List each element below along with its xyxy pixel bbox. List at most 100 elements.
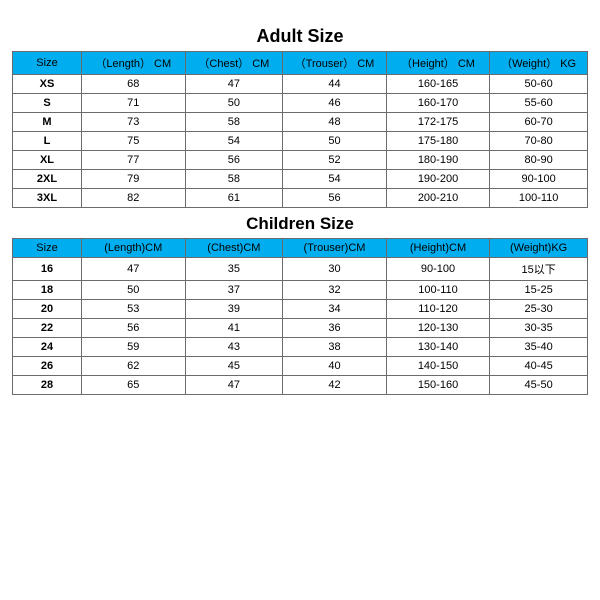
table-row: 24 59 43 38 130-140 35-40 [13,338,588,357]
children-cell-size: 20 [13,300,82,319]
children-cell: 45-50 [490,376,588,395]
adult-cell: 180-190 [386,151,490,170]
adult-cell: 190-200 [386,170,490,189]
children-cell: 43 [185,338,283,357]
adult-cell: 47 [185,75,283,94]
adult-cell: 54 [283,170,387,189]
children-cell: 110-120 [386,300,490,319]
adult-cell: 79 [82,170,186,189]
children-cell: 38 [283,338,387,357]
children-cell: 47 [185,376,283,395]
adult-header-chest: （Chest） CM [185,52,283,75]
adult-cell: 90-100 [490,170,588,189]
adult-cell: 46 [283,94,387,113]
children-cell: 15-25 [490,281,588,300]
adult-cell: 58 [185,113,283,132]
adult-header-size: Size [13,52,82,75]
children-cell: 45 [185,357,283,376]
adult-size-table: Size （Length） CM （Chest） CM （Trouser） CM… [12,51,588,208]
adult-cell: 44 [283,75,387,94]
children-cell: 90-100 [386,258,490,281]
children-header-height: (Height)CM [386,239,490,258]
adult-header-row: Size （Length） CM （Chest） CM （Trouser） CM… [13,52,588,75]
adult-cell: 75 [82,132,186,151]
adult-cell: 68 [82,75,186,94]
adult-cell: 50 [185,94,283,113]
table-row: 22 56 41 36 120-130 30-35 [13,319,588,338]
children-cell: 120-130 [386,319,490,338]
adult-header-length: （Length） CM [82,52,186,75]
table-row: XS 68 47 44 160-165 50-60 [13,75,588,94]
adult-header-weight: （Weight） KG [490,52,588,75]
table-row: 18 50 37 32 100-110 15-25 [13,281,588,300]
children-title: Children Size [12,214,588,234]
adult-cell-size: XS [13,75,82,94]
children-cell: 56 [82,319,186,338]
adult-cell: 58 [185,170,283,189]
children-cell: 37 [185,281,283,300]
adult-cell: 175-180 [386,132,490,151]
adult-cell: 70-80 [490,132,588,151]
children-cell: 30 [283,258,387,281]
adult-cell: 54 [185,132,283,151]
children-cell: 35-40 [490,338,588,357]
adult-cell: 55-60 [490,94,588,113]
table-row: 3XL 82 61 56 200-210 100-110 [13,189,588,208]
children-cell: 47 [82,258,186,281]
adult-cell: 48 [283,113,387,132]
children-cell: 62 [82,357,186,376]
adult-cell: 50 [283,132,387,151]
children-size-table: Size (Length)CM (Chest)CM (Trouser)CM (H… [12,238,588,395]
children-cell-size: 18 [13,281,82,300]
children-cell: 50 [82,281,186,300]
children-cell-size: 24 [13,338,82,357]
children-cell: 150-160 [386,376,490,395]
children-cell: 35 [185,258,283,281]
children-header-weight: (Weight)KG [490,239,588,258]
children-cell: 140-150 [386,357,490,376]
children-cell: 53 [82,300,186,319]
table-row: 26 62 45 40 140-150 40-45 [13,357,588,376]
adult-cell: 200-210 [386,189,490,208]
adult-header-trouser: （Trouser） CM [283,52,387,75]
adult-cell: 100-110 [490,189,588,208]
adult-title: Adult Size [12,26,588,47]
adult-cell: 71 [82,94,186,113]
adult-cell: 56 [283,189,387,208]
table-row: 28 65 47 42 150-160 45-50 [13,376,588,395]
children-cell: 32 [283,281,387,300]
children-cell-size: 26 [13,357,82,376]
adult-cell: 80-90 [490,151,588,170]
children-header-trouser: (Trouser)CM [283,239,387,258]
children-header-chest: (Chest)CM [185,239,283,258]
adult-body: XS 68 47 44 160-165 50-60 S 71 50 46 160… [13,75,588,208]
adult-cell: 60-70 [490,113,588,132]
adult-cell: 50-60 [490,75,588,94]
children-cell: 100-110 [386,281,490,300]
table-row: M 73 58 48 172-175 60-70 [13,113,588,132]
children-cell: 30-35 [490,319,588,338]
children-cell: 130-140 [386,338,490,357]
adult-cell-size: 2XL [13,170,82,189]
children-cell: 40 [283,357,387,376]
table-row: S 71 50 46 160-170 55-60 [13,94,588,113]
children-cell-size: 28 [13,376,82,395]
children-cell: 25-30 [490,300,588,319]
table-row: 20 53 39 34 110-120 25-30 [13,300,588,319]
children-cell: 39 [185,300,283,319]
adult-cell: 56 [185,151,283,170]
adult-cell: 73 [82,113,186,132]
children-cell: 41 [185,319,283,338]
adult-cell: 61 [185,189,283,208]
table-row: XL 77 56 52 180-190 80-90 [13,151,588,170]
children-header-row: Size (Length)CM (Chest)CM (Trouser)CM (H… [13,239,588,258]
adult-cell-size: XL [13,151,82,170]
children-cell: 42 [283,376,387,395]
children-cell-size: 22 [13,319,82,338]
children-header-size: Size [13,239,82,258]
table-row: 2XL 79 58 54 190-200 90-100 [13,170,588,189]
children-cell: 36 [283,319,387,338]
table-row: L 75 54 50 175-180 70-80 [13,132,588,151]
adult-cell: 77 [82,151,186,170]
adult-cell: 52 [283,151,387,170]
